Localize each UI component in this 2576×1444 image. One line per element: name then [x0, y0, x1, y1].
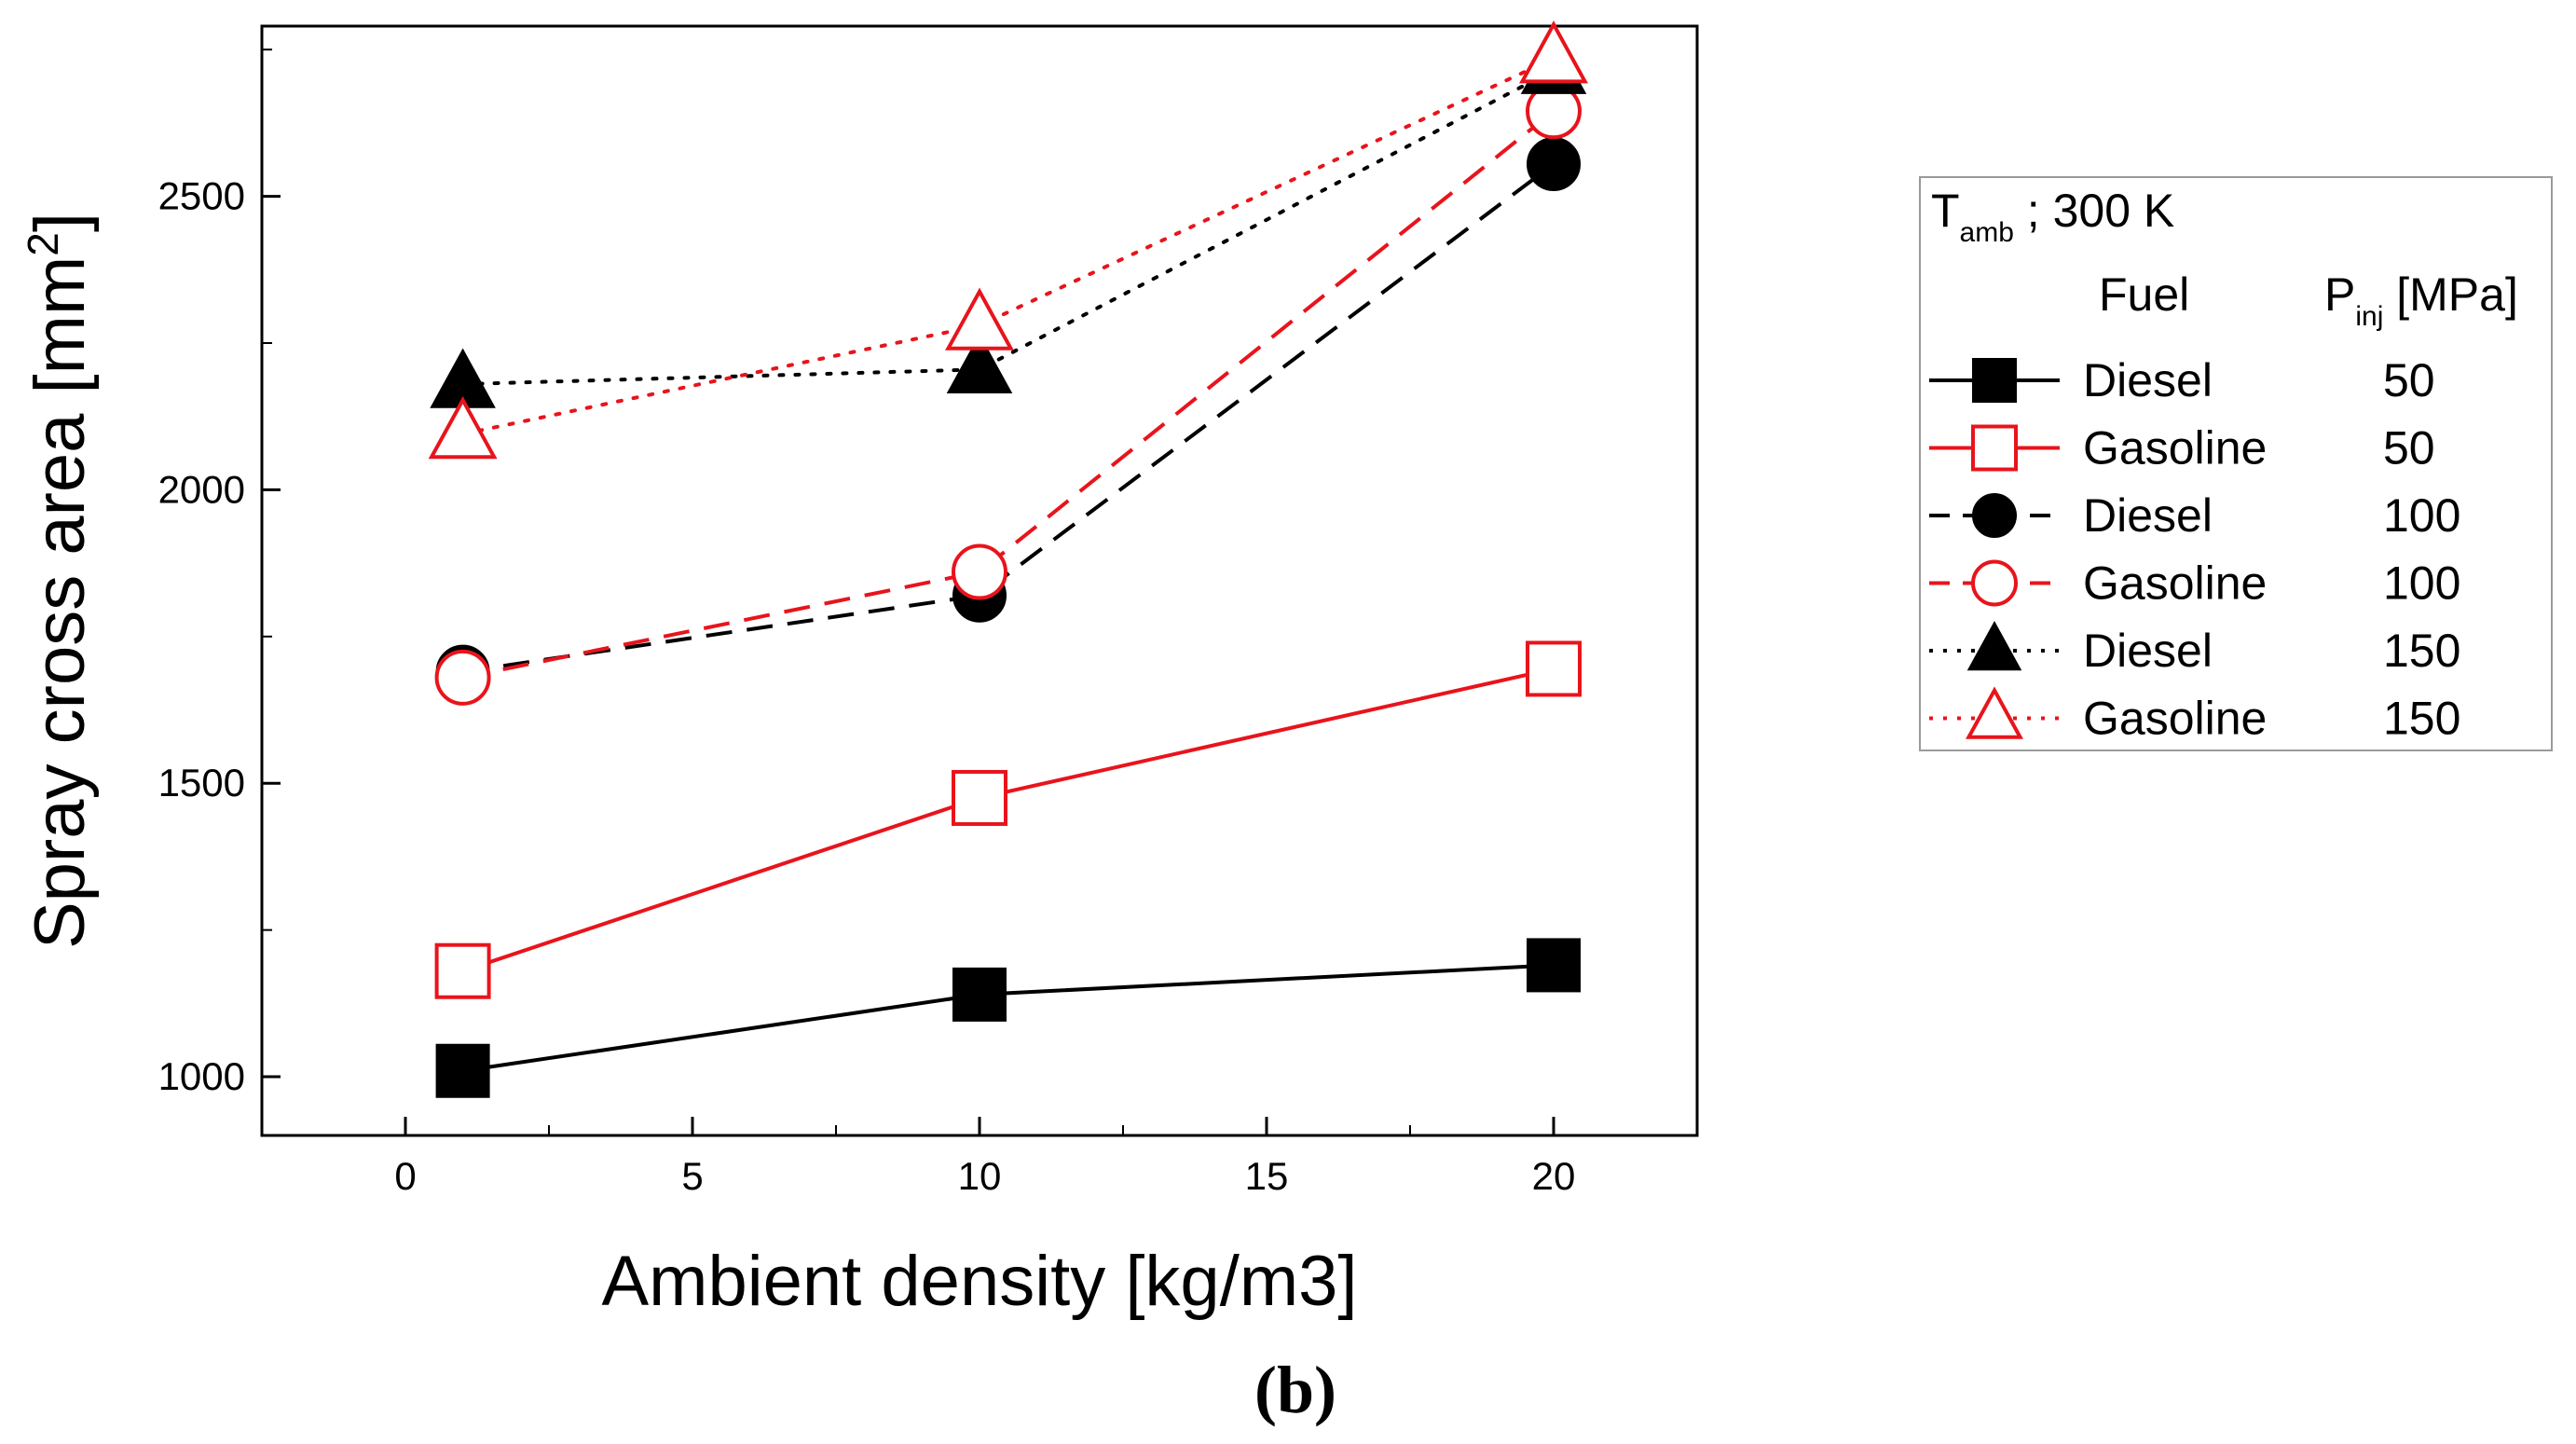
legend-fuel: Diesel — [2083, 354, 2213, 406]
legend-marker — [1972, 358, 2017, 403]
series-diesel-150 — [430, 34, 1587, 408]
series-diesel-50 — [435, 938, 1581, 1098]
legend-fuel: Gasoline — [2083, 693, 2267, 745]
legend: Tamb ; 300 K Fuel Pinj [MPa] Diesel 50Gas… — [1919, 176, 2553, 751]
legend-pinj-header: Pinj [MPa] — [2324, 268, 2518, 332]
legend-entry: Gasoline 50 — [1929, 422, 2435, 474]
legend-marker — [1972, 493, 2017, 538]
legend-fuel: Diesel — [2083, 625, 2213, 677]
legend-pinj: 150 — [2383, 625, 2460, 677]
series-gasoline-100 — [434, 83, 1582, 706]
axis-ticks: 0 5 10 15 20 1000 1500 2000 2500 — [158, 48, 1576, 1198]
series-line — [461, 667, 1555, 973]
data-point — [434, 942, 491, 999]
legend-marker — [1971, 424, 2018, 472]
legend-fuel: Diesel — [2083, 489, 2213, 542]
legend-entry: Diesel 50 — [1929, 354, 2435, 406]
legend-fuel: Gasoline — [2083, 422, 2267, 474]
data-point — [946, 333, 1013, 394]
legend-title: Tamb ; 300 K — [1931, 185, 2174, 248]
series-line — [462, 109, 1555, 680]
legend-fuel: Gasoline — [2083, 557, 2267, 610]
figure-caption: (b) — [1254, 1353, 1336, 1427]
y-axis-label-end: ] — [21, 213, 100, 232]
legend-marker — [1971, 559, 2018, 607]
legend-pinj: 150 — [2383, 693, 2460, 745]
data-point — [1526, 640, 1582, 697]
series-line — [462, 162, 1555, 674]
legend-entry: Gasoline 100 — [1929, 557, 2460, 610]
data-point — [1527, 136, 1581, 191]
y-axis-label: Spray cross area [mm2] — [19, 213, 100, 949]
legend-entry: Diesel 150 — [1929, 620, 2460, 677]
data-point — [435, 1043, 490, 1098]
x-tick-label: 20 — [1532, 1154, 1576, 1198]
series-line — [462, 963, 1555, 1073]
data-point — [1519, 21, 1588, 84]
series-layer — [428, 21, 1588, 1098]
series-gasoline-50 — [434, 640, 1582, 999]
y-tick-label: 1500 — [158, 761, 245, 805]
series-gasoline-150 — [428, 21, 1588, 460]
data-point — [428, 395, 498, 460]
data-point — [952, 967, 1007, 1022]
series-line — [460, 68, 1555, 387]
legend-fuel-header: Fuel — [2099, 268, 2189, 321]
y-tick-label: 2500 — [158, 174, 245, 218]
data-point — [945, 287, 1014, 351]
legend-box — [1919, 176, 2553, 751]
x-tick-label: 5 — [681, 1154, 703, 1198]
series-line — [460, 56, 1555, 436]
y-axis-label-main: Spray cross area [mm — [21, 256, 100, 949]
data-point — [952, 543, 1007, 600]
legend-pinj: 100 — [2383, 489, 2460, 542]
x-tick-label: 0 — [394, 1154, 416, 1198]
series-diesel-100 — [435, 136, 1581, 699]
x-tick-label: 10 — [958, 1154, 1002, 1198]
legend-entry: Gasoline 150 — [1929, 686, 2460, 745]
legend-pinj: 50 — [2383, 422, 2435, 474]
data-point — [1527, 938, 1581, 993]
y-tick-label: 1000 — [158, 1054, 245, 1098]
legend-marker — [1966, 686, 2023, 739]
legend-entry: Diesel 100 — [1929, 489, 2460, 542]
y-tick-label: 2000 — [158, 467, 245, 511]
y-axis-label-sup: 2 — [19, 232, 67, 256]
x-tick-label: 15 — [1245, 1154, 1289, 1198]
x-axis-label: Ambient density [kg/m3] — [601, 1242, 1357, 1321]
legend-pinj: 50 — [2383, 354, 2435, 406]
data-point — [952, 769, 1007, 826]
data-point — [434, 649, 491, 706]
legend-marker — [1966, 620, 2022, 671]
legend-pinj: 100 — [2383, 557, 2460, 610]
